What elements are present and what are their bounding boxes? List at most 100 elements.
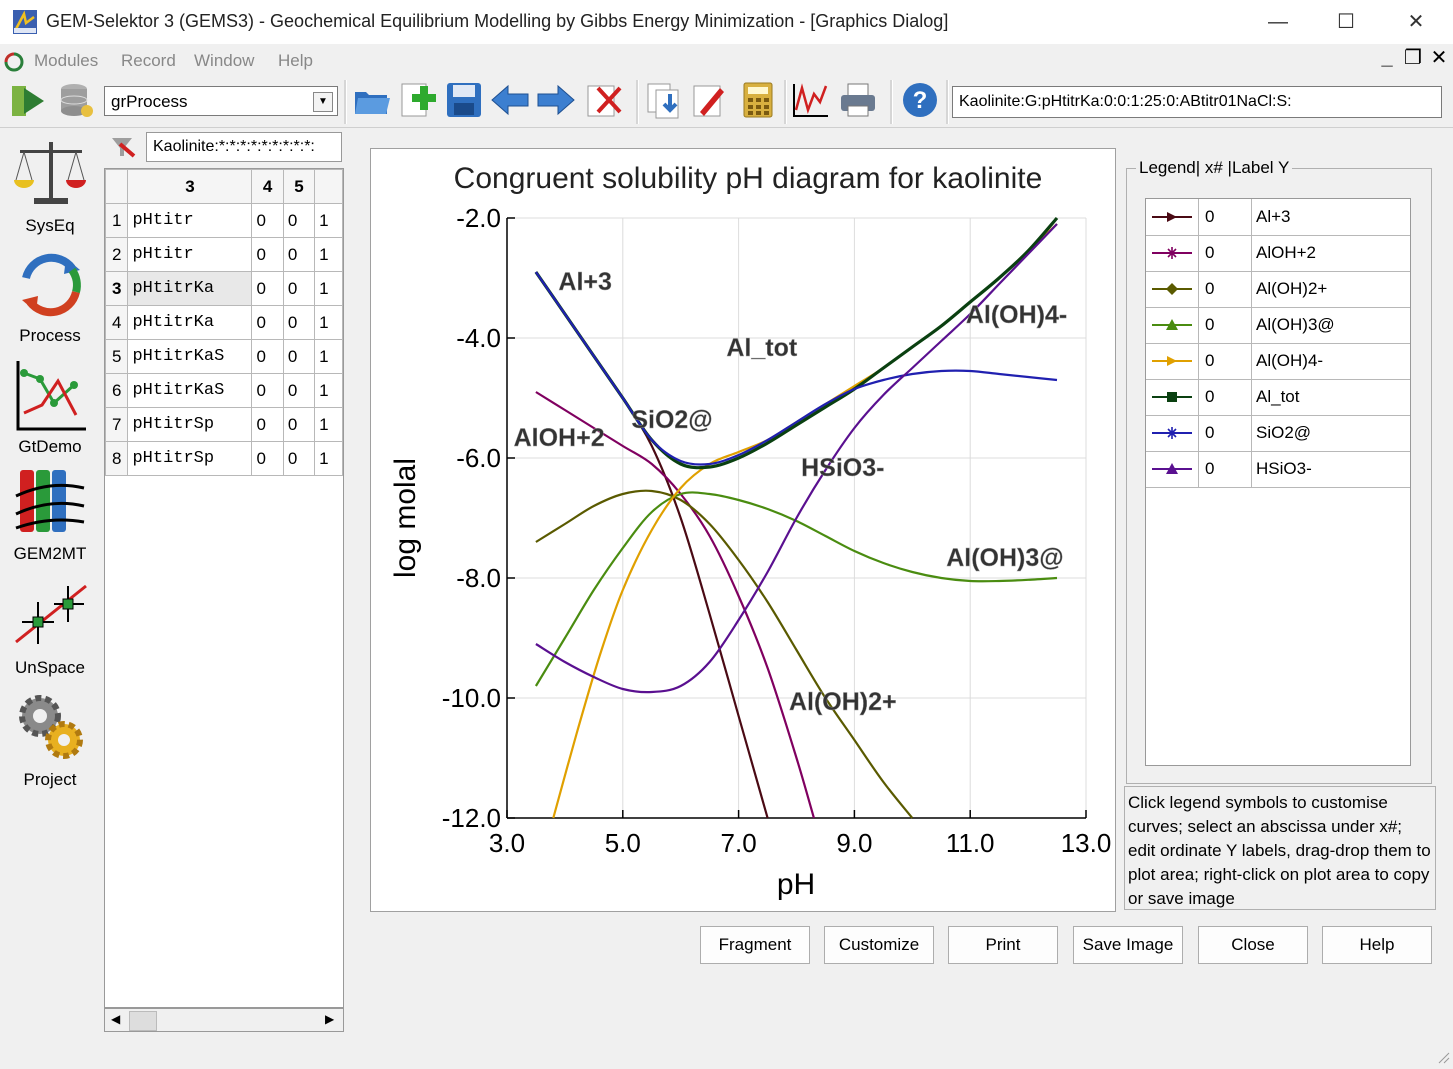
column-header[interactable]: 4 [251,169,284,204]
record-cell[interactable]: 1 [314,373,343,408]
legend-abscissa-cell[interactable]: 0 [1199,271,1252,307]
legend-marker-icon[interactable] [1146,451,1198,487]
table-row[interactable]: 6 pHtitrKaS 0 0 1 [105,373,343,408]
horizontal-scrollbar[interactable]: ◀ ▶ [104,1008,344,1032]
legend-row[interactable]: 0 HSiO3- [1146,451,1410,488]
save-icon[interactable] [444,80,484,120]
solubility-chart[interactable]: 3.0 5.0 7.0 9.0 11.0 13.0 -2.0 -4.0 -6.0 -8.0 -10.… [370,148,1116,912]
plot-graph-icon[interactable] [790,80,830,120]
legend-label[interactable]: Al_tot [1256,387,1300,406]
legend-abscissa[interactable]: 0 [1205,315,1215,334]
table-row[interactable]: 8 pHtitrSp 0 0 1 [105,441,343,476]
row-number[interactable]: 5 [105,339,129,374]
mdi-close-button[interactable]: ✕ [1430,47,1448,69]
row-number[interactable]: 6 [105,373,129,408]
filter-icon[interactable] [110,134,138,160]
column-header[interactable]: 3 [127,169,253,204]
legend-abscissa[interactable]: 0 [1205,207,1215,226]
record-cell[interactable]: 0 [251,407,284,442]
row-number[interactable]: 4 [105,305,129,340]
legend-abscissa-cell[interactable]: 0 [1199,307,1252,343]
legend-abscissa-cell[interactable]: 0 [1199,235,1252,271]
column-header[interactable] [314,169,343,204]
record-cell[interactable]: 0 [251,271,284,306]
nav-gem2mt-button[interactable]: GEM2MT [0,462,100,572]
fragment-button[interactable]: Fragment [700,926,810,964]
legend-marker-icon[interactable] [1146,271,1198,307]
mdi-minimize-button[interactable]: _ [1381,47,1393,69]
legend-table[interactable]: 0 Al+3 0 AlOH+2 0 Al(OH)2+ 0 Al(OH)3@ 0 Al(OH)4- 0… [1145,198,1411,766]
record-cell[interactable]: 1 [314,305,343,340]
legend-marker-icon[interactable] [1146,415,1198,451]
scrollbar-thumb[interactable] [129,1011,157,1031]
table-row[interactable]: 5 pHtitrKaS 0 0 1 [105,339,343,374]
mdi-app-icon[interactable] [3,51,25,73]
record-cell[interactable]: 0 [282,271,316,306]
row-number[interactable]: 3 [105,271,129,306]
module-select[interactable]: grProcess ▼ [104,86,338,116]
record-cell[interactable]: 0 [251,305,284,340]
legend-abscissa-cell[interactable]: 0 [1199,415,1252,451]
table-row[interactable]: 7 pHtitrSp 0 0 1 [105,407,343,442]
legend-row[interactable]: 0 AlOH+2 [1146,235,1410,272]
legend-symbol[interactable] [1146,415,1199,451]
nav-sysEq-button[interactable]: SysEq [0,132,100,242]
record-cell[interactable]: 0 [282,441,316,476]
column-header[interactable]: 5 [282,169,316,204]
legend-label[interactable]: Al(OH)2+ [1256,279,1328,298]
help-button[interactable]: Help [1322,926,1432,964]
legend-label[interactable]: Al(OH)4- [1256,351,1324,370]
print-icon[interactable] [838,80,878,120]
calculator-icon[interactable] [738,80,778,120]
record-cell[interactable]: 0 [282,373,316,408]
legend-abscissa-cell[interactable]: 0 [1199,199,1252,235]
next-record-icon[interactable] [536,80,576,120]
legend-abscissa-cell[interactable]: 0 [1199,379,1252,415]
legend-marker-icon[interactable] [1146,343,1198,379]
record-cell[interactable]: 0 [251,373,284,408]
row-number[interactable]: 2 [105,237,129,272]
legend-label[interactable]: Al+3 [1256,207,1291,226]
record-cell[interactable]: 1 [314,407,343,442]
record-cell[interactable]: 0 [251,203,284,238]
table-row[interactable]: 1 pHtitr 0 0 1 [105,203,343,238]
legend-symbol[interactable] [1146,235,1199,271]
chevron-down-icon[interactable]: ▼ [313,92,333,112]
maximize-button[interactable]: ☐ [1337,11,1355,33]
legend-abscissa[interactable]: 0 [1205,459,1215,478]
nav-unspace-button[interactable]: UnSpace [0,578,100,688]
legend-label[interactable]: AlOH+2 [1256,243,1316,262]
menu-help[interactable]: Help [278,51,313,70]
legend-marker-icon[interactable] [1146,199,1198,235]
copy-record-icon[interactable] [644,80,684,120]
edit-remake-icon[interactable] [690,80,730,120]
record-filter-field[interactable]: Kaolinite:*:*:*:*:*:*:*:*:*: [146,132,342,162]
row-number[interactable]: 7 [105,407,129,442]
record-cell[interactable]: 1 [314,339,343,374]
record-name[interactable]: pHtitrSp [127,407,253,442]
legend-symbol[interactable] [1146,271,1199,307]
customize-button[interactable]: Customize [824,926,934,964]
legend-symbol[interactable] [1146,307,1199,343]
legend-abscissa[interactable]: 0 [1205,243,1215,262]
record-list-table[interactable]: 3 4 5 1 pHtitr 0 0 1 2 pHtitr 0 0 1 3 pHtitrKa 0 0 1 4 p… [104,168,344,1008]
scroll-left-icon[interactable]: ◀ [111,1012,121,1026]
minimize-button[interactable]: — [1268,11,1288,33]
delete-record-icon[interactable] [584,80,624,120]
legend-abscissa[interactable]: 0 [1205,279,1215,298]
resize-grip-icon[interactable] [1436,1050,1450,1064]
close-window-button[interactable]: ✕ [1407,11,1425,33]
row-number[interactable]: 8 [105,441,129,476]
record-name[interactable]: pHtitrKaS [127,373,253,408]
menu-window[interactable]: Window [194,51,255,70]
legend-abscissa[interactable]: 0 [1205,351,1215,370]
record-cell[interactable]: 0 [251,441,284,476]
table-row[interactable]: 4 pHtitrKa 0 0 1 [105,305,343,340]
legend-symbol[interactable] [1146,199,1199,235]
menu-record[interactable]: Record [121,51,176,70]
new-record-icon[interactable] [398,80,438,120]
record-name[interactable]: pHtitr [127,203,253,238]
legend-symbol[interactable] [1146,379,1199,415]
row-number[interactable]: 1 [105,203,129,238]
legend-symbol[interactable] [1146,343,1199,379]
